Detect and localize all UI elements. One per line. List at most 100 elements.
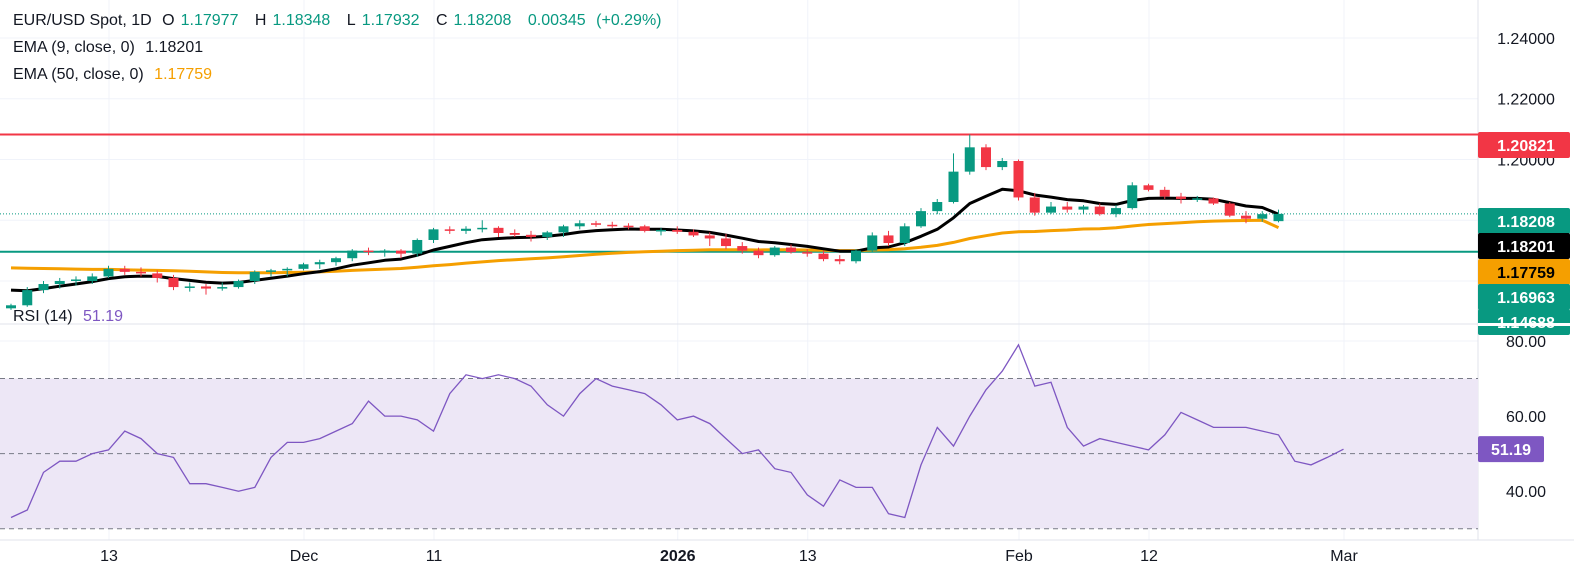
candle[interactable] <box>282 267 293 277</box>
candle[interactable] <box>1062 202 1073 213</box>
candle[interactable] <box>249 270 260 285</box>
candle[interactable] <box>54 277 65 289</box>
low-price-label[interactable]: 1.14688 <box>1478 309 1570 335</box>
candle[interactable] <box>542 230 553 240</box>
candle[interactable] <box>266 268 276 277</box>
candle[interactable] <box>184 282 195 292</box>
candle[interactable] <box>851 249 861 264</box>
last-close-price-label[interactable]: 1.18208 <box>1478 208 1570 234</box>
candle[interactable] <box>1127 182 1138 210</box>
candle[interactable] <box>347 249 358 262</box>
candle[interactable] <box>22 287 33 307</box>
candle-body <box>266 270 276 272</box>
time-tick-label: 11 <box>426 548 443 565</box>
candle[interactable] <box>639 224 650 233</box>
candle[interactable] <box>1046 202 1056 215</box>
candle[interactable] <box>331 256 341 266</box>
ema50-legend[interactable]: EMA (50, close, 0) 1.17759 <box>13 66 218 84</box>
candle[interactable] <box>379 249 390 257</box>
candle-body <box>1013 161 1024 198</box>
candle[interactable] <box>6 303 16 310</box>
candle[interactable] <box>217 282 228 291</box>
candle[interactable] <box>152 270 163 283</box>
candle[interactable] <box>883 230 894 247</box>
candle[interactable] <box>1224 202 1235 218</box>
ema9-line[interactable] <box>10 187 1280 293</box>
candle[interactable] <box>363 247 374 256</box>
candle[interactable] <box>1257 211 1268 222</box>
candle[interactable] <box>916 208 926 228</box>
candle[interactable] <box>233 279 244 289</box>
candle-body <box>1111 208 1121 215</box>
candle[interactable] <box>298 262 309 271</box>
candle[interactable] <box>444 226 455 234</box>
candle[interactable] <box>932 198 943 215</box>
candle[interactable] <box>721 233 731 250</box>
candle[interactable] <box>412 238 423 257</box>
candle[interactable] <box>558 224 569 237</box>
ema50-price-label[interactable]: 1.17759 <box>1478 259 1570 285</box>
candle[interactable] <box>526 230 536 242</box>
ema50-line[interactable] <box>10 218 1280 275</box>
candle[interactable] <box>948 153 959 204</box>
candle[interactable] <box>964 134 975 175</box>
ema9-price-label[interactable]: 1.18201 <box>1478 233 1570 259</box>
candle-body <box>168 277 179 288</box>
candle[interactable] <box>87 273 98 285</box>
candle[interactable] <box>119 265 130 275</box>
candle[interactable] <box>818 250 829 262</box>
candle[interactable] <box>1208 197 1219 206</box>
candle[interactable] <box>867 232 878 253</box>
candle[interactable] <box>1143 183 1154 192</box>
candle[interactable] <box>574 220 585 230</box>
candle[interactable] <box>656 227 666 236</box>
candle[interactable] <box>509 229 520 237</box>
candle[interactable] <box>623 223 634 230</box>
candle[interactable] <box>1029 192 1040 216</box>
candle[interactable] <box>769 246 780 257</box>
candle[interactable] <box>1159 186 1170 199</box>
candle[interactable] <box>38 280 49 294</box>
candle[interactable] <box>1078 205 1089 215</box>
rsi-legend[interactable]: RSI (14) 51.19 <box>13 308 129 326</box>
candle[interactable] <box>1111 205 1121 218</box>
candle[interactable] <box>672 226 683 234</box>
candle[interactable] <box>201 284 211 295</box>
candle[interactable] <box>1241 211 1251 224</box>
candle[interactable] <box>1273 209 1284 223</box>
candle[interactable] <box>461 226 471 234</box>
candle[interactable] <box>753 247 764 259</box>
candle[interactable] <box>1192 195 1203 203</box>
candle[interactable] <box>997 157 1008 171</box>
ema9-legend[interactable]: EMA (9, close, 0) 1.18201 <box>13 39 209 57</box>
candle[interactable] <box>314 259 325 269</box>
candle[interactable] <box>704 232 715 247</box>
candle[interactable] <box>981 144 991 171</box>
candle[interactable] <box>786 244 796 254</box>
candle[interactable] <box>168 274 179 291</box>
symbol-label[interactable]: EUR/USD Spot, 1D <box>13 12 152 29</box>
candle[interactable] <box>1176 192 1186 204</box>
candle[interactable] <box>1094 203 1105 216</box>
candle[interactable] <box>1013 159 1024 201</box>
candle[interactable] <box>899 223 910 247</box>
candle[interactable] <box>688 229 699 237</box>
candle[interactable] <box>737 242 748 254</box>
candle[interactable] <box>71 276 81 286</box>
candle[interactable] <box>607 221 618 228</box>
candle[interactable] <box>396 249 406 259</box>
price-label-box <box>1478 208 1570 234</box>
rsi-line[interactable] <box>10 343 1344 519</box>
candle[interactable] <box>103 265 114 278</box>
candle[interactable] <box>477 220 488 233</box>
candle[interactable] <box>591 220 601 227</box>
rsi-last-label[interactable]: 51.19 <box>1478 436 1544 463</box>
resistance-price-label[interactable]: 1.20821 <box>1478 132 1570 158</box>
candle[interactable] <box>136 267 146 277</box>
candle[interactable] <box>834 255 845 265</box>
candle[interactable] <box>802 249 813 257</box>
support-price-label[interactable]: 1.16963 <box>1478 284 1570 310</box>
candle[interactable] <box>493 226 504 237</box>
candle[interactable] <box>428 227 439 244</box>
